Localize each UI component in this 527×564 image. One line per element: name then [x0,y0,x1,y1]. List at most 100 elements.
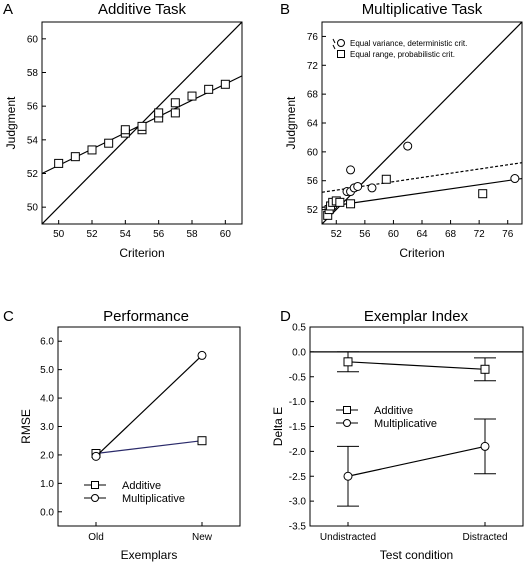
plot-area [42,22,242,224]
plot-area [322,22,522,224]
y-tick-label: 52 [307,205,319,216]
panel-label: C [3,308,14,325]
x-tick-label: New [192,532,213,543]
data-point-square [478,189,488,199]
x-tick-label: 54 [120,229,132,240]
x-tick-label: 52 [86,229,98,240]
y-tick-label: 5.0 [40,365,54,376]
data-point-square [104,138,114,148]
y-tick-label: 50 [27,203,39,214]
data-point-square [54,158,64,168]
x-axis-label: Test condition [380,548,453,562]
data-point-circle [343,471,353,481]
chart-title: Performance [103,308,189,325]
y-axis-label: Judgment [284,96,298,149]
data-point-square [480,364,490,374]
legend-marker-square [343,406,351,414]
legend-marker-square [91,481,99,489]
data-point-circle [353,181,363,191]
y-tick-label: 0.5 [292,323,306,334]
y-tick-label: -0.5 [289,372,307,383]
x-axis-label: Exemplars [121,548,178,562]
chart-title: Additive Task [98,1,187,18]
y-tick-label: 2.0 [40,450,54,461]
data-point-square [220,79,230,89]
x-tick-label: 58 [186,229,198,240]
legend-label: Multiplicative [122,493,185,505]
data-point-square [187,91,197,101]
data-point-square [137,121,147,131]
legend-label: Multiplicative [374,418,437,430]
data-point-circle [403,141,413,151]
panel-label: A [3,1,13,18]
y-tick-label: -3.5 [289,522,307,533]
x-tick-label: Distracted [462,532,507,543]
panel-label: D [280,308,291,325]
y-tick-label: -2.0 [289,447,307,458]
data-point-circle [197,350,207,360]
panel-b: B Multiplicative Task Criterion Judgment 52 5… [280,1,523,260]
y-tick-label: -3.0 [289,497,307,508]
x-tick-label: 64 [416,229,428,240]
data-point-circle [367,183,377,193]
data-point-circle [510,174,520,184]
y-tick-label: 4.0 [40,394,54,405]
series-line [95,440,203,455]
y-tick-label: 0.0 [40,507,54,518]
y-tick-label: 0.0 [292,347,306,358]
y-tick-label: 56 [307,176,319,187]
data-point-square [197,436,207,446]
legend-label: Equal range, probabilistic crit. [350,50,455,59]
y-tick-label: 6.0 [40,337,54,348]
y-tick-label: 72 [307,61,319,72]
y-tick-label: -1.0 [289,397,307,408]
reference-line [322,177,522,209]
x-tick-label: 56 [359,229,371,240]
panel-d: D Exemplar Index Test condition Delta E Undi… [271,308,524,562]
y-tick-label: 3.0 [40,422,54,433]
legend: Equal variance, deterministic crit. Equal… [332,38,467,59]
y-tick-label: 64 [307,119,319,130]
y-tick-label: 56 [27,102,39,113]
legend-label: Additive [374,405,413,417]
legend-marker-square [337,50,345,58]
y-tick-label: 60 [27,34,39,45]
data-point-square [343,357,353,367]
data-point-square [204,84,214,94]
y-tick-label: 60 [307,147,319,158]
x-tick-label: Old [88,532,104,543]
panel-c: C Performance Exemplars RMSE Old New 0.0 1.0 2.0… [3,308,241,562]
legend-marker-circle [91,494,99,502]
data-point-square [154,108,164,118]
x-tick-label: 76 [502,229,514,240]
x-axis-label: Criterion [119,246,164,260]
y-tick-label: 68 [307,90,319,101]
x-tick-label: Undistracted [320,532,376,543]
data-point-square [120,125,130,135]
y-tick-label: 58 [27,68,39,79]
y-axis-label: RMSE [19,409,33,444]
plot-area [91,350,207,461]
series-line [347,361,486,370]
legend-label: Equal variance, deterministic crit. [350,39,467,48]
plot-frame [41,21,243,225]
data-point-square [381,174,391,184]
x-tick-label: 50 [53,229,65,240]
data-point-square [87,145,97,155]
data-point-square [335,197,345,207]
regression-line-dashed [322,162,522,193]
panel-label: B [280,1,290,18]
x-tick-label: 72 [474,229,486,240]
legend-label: Additive [122,480,161,492]
data-point-circle [346,165,356,175]
chart-title: Multiplicative Task [362,1,483,18]
x-tick-label: 52 [331,229,343,240]
y-axis-label: Judgment [4,96,18,149]
chart-title: Exemplar Index [364,308,469,325]
series-line [347,445,486,477]
data-point-circle [480,441,490,451]
y-tick-label: 52 [27,169,39,180]
